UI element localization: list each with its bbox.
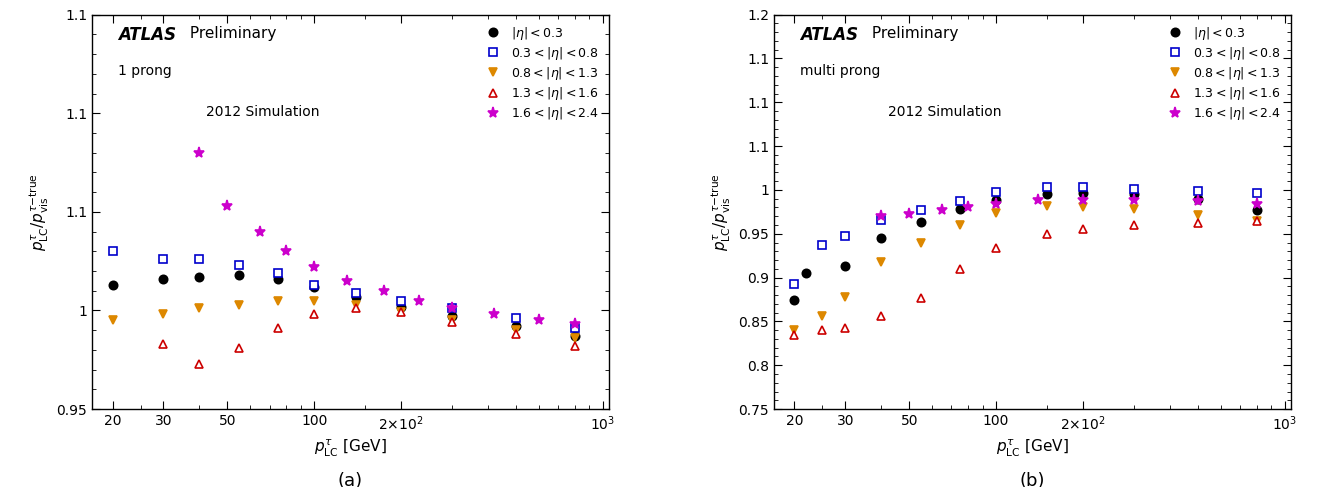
Text: (a): (a) <box>338 472 363 487</box>
Y-axis label: $p^{\tau}_{\mathrm{LC}} / p^{\tau\mathrm{-true}}_{\mathrm{vis}}$: $p^{\tau}_{\mathrm{LC}} / p^{\tau\mathrm… <box>28 173 51 251</box>
Text: ATLAS: ATLAS <box>799 26 859 44</box>
Text: multi prong: multi prong <box>799 64 880 78</box>
Text: 2012 Simulation: 2012 Simulation <box>888 105 1001 119</box>
Text: Preliminary: Preliminary <box>867 26 959 41</box>
Legend: $|\eta| < 0.3$, $0.3 < |\eta| < 0.8$, $0.8 < |\eta| < 1.3$, $1.3 < |\eta| < 1.6$: $|\eta| < 0.3$, $0.3 < |\eta| < 0.8$, $0… <box>477 21 602 126</box>
Text: ATLAS: ATLAS <box>119 26 176 44</box>
Text: Preliminary: Preliminary <box>186 26 277 41</box>
Text: 2012 Simulation: 2012 Simulation <box>205 105 319 119</box>
X-axis label: $p^{\tau}_{\mathrm{LC}}$ [GeV]: $p^{\tau}_{\mathrm{LC}}$ [GeV] <box>315 438 387 459</box>
X-axis label: $p^{\tau}_{\mathrm{LC}}$ [GeV]: $p^{\tau}_{\mathrm{LC}}$ [GeV] <box>996 438 1068 459</box>
Y-axis label: $p^{\tau}_{\mathrm{LC}} / p^{\tau\mathrm{-true}}_{\mathrm{vis}}$: $p^{\tau}_{\mathrm{LC}} / p^{\tau\mathrm… <box>710 173 734 251</box>
Text: (b): (b) <box>1019 472 1046 487</box>
Legend: $|\eta| < 0.3$, $0.3 < |\eta| < 0.8$, $0.8 < |\eta| < 1.3$, $1.3 < |\eta| < 1.6$: $|\eta| < 0.3$, $0.3 < |\eta| < 0.8$, $0… <box>1159 21 1284 126</box>
Text: 1 prong: 1 prong <box>119 64 171 78</box>
